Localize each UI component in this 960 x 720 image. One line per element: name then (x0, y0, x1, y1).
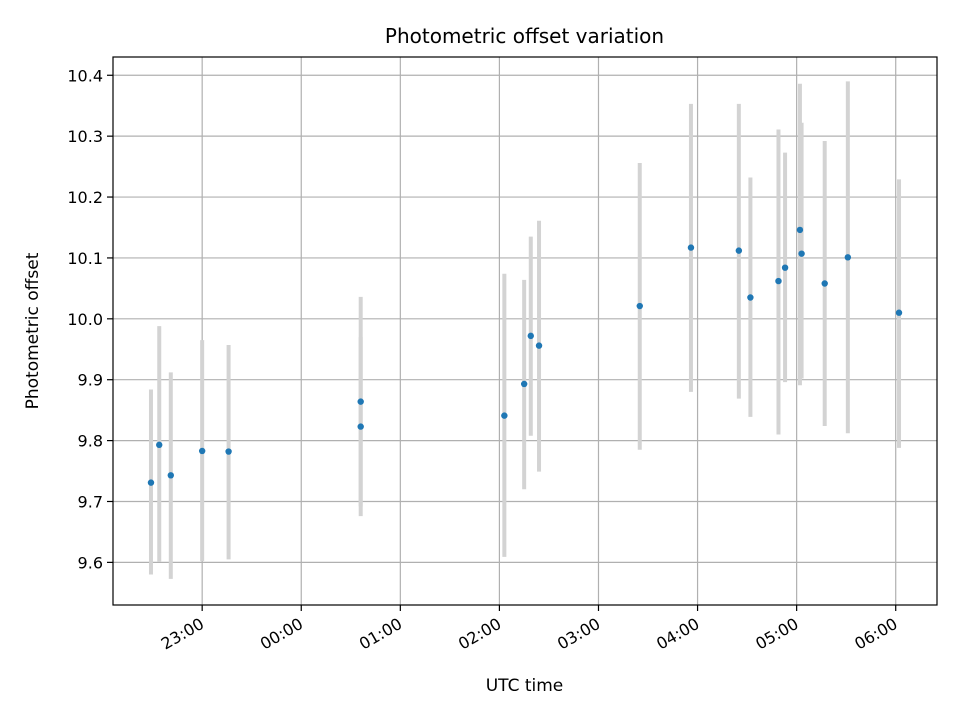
chart-title: Photometric offset variation (385, 24, 664, 48)
y-tick-label: 10.0 (67, 310, 103, 329)
data-point (167, 472, 174, 479)
y-tick-label: 9.7 (78, 492, 103, 511)
data-point (198, 447, 206, 455)
x-axis-title: UTC time (486, 676, 564, 696)
data-point (747, 294, 754, 301)
data-point (357, 398, 364, 405)
data-point (535, 342, 543, 349)
data-point (636, 302, 643, 310)
y-tick-label: 9.9 (78, 371, 103, 390)
data-point (501, 412, 508, 419)
data-point (225, 448, 232, 455)
data-point (147, 479, 155, 486)
data-point (796, 226, 804, 234)
data-point (687, 244, 695, 251)
data-point (357, 423, 364, 430)
data-point (821, 280, 828, 287)
data-point (798, 250, 805, 257)
y-tick-label: 10.1 (67, 249, 103, 268)
data-point (895, 309, 903, 316)
y-axis-title: Photometric offset (23, 252, 43, 409)
data-point (775, 277, 782, 285)
y-tick-label: 10.4 (67, 66, 103, 85)
data-point (735, 247, 743, 254)
data-point (781, 264, 789, 271)
y-tick-label: 10.2 (67, 188, 103, 207)
data-points (147, 226, 903, 486)
data-point (156, 441, 163, 449)
y-tick-label: 10.3 (67, 127, 103, 146)
data-point (520, 380, 528, 388)
data-point (844, 254, 852, 261)
y-tick-label: 9.6 (78, 553, 103, 572)
y-tick-label: 9.8 (78, 432, 103, 451)
data-point (527, 332, 534, 340)
plot-frame (112, 56, 938, 606)
